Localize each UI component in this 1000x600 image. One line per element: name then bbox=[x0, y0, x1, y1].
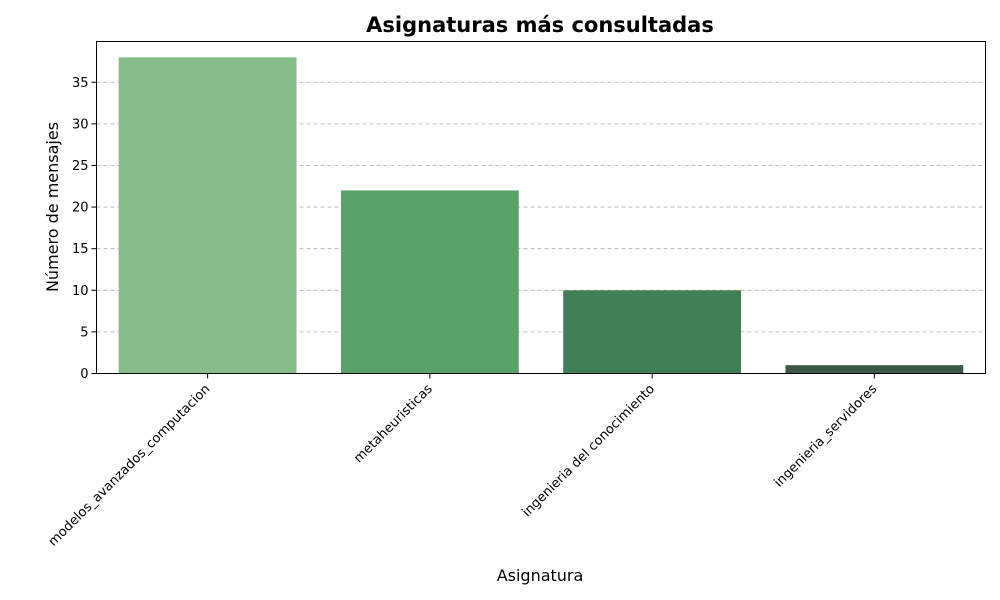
y-tick-label: 15 bbox=[72, 242, 89, 257]
x-tick-label: ingenieria del conocimiento bbox=[520, 382, 658, 520]
bar-modelos-avanzados-computacion bbox=[118, 57, 297, 374]
y-tick-label: 20 bbox=[72, 201, 89, 216]
bars bbox=[118, 57, 964, 374]
chart-title: Asignaturas más consultadas bbox=[366, 13, 714, 37]
y-tick-label: 0 bbox=[80, 367, 88, 382]
y-tick-label: 25 bbox=[72, 159, 89, 174]
y-tick-label: 10 bbox=[72, 284, 89, 299]
y-tick-label: 5 bbox=[80, 325, 88, 340]
bar-metaheuristicas bbox=[340, 190, 519, 374]
y-axis-ticks: 0 5 10 15 20 25 30 35 bbox=[72, 76, 97, 382]
x-tick-label: modelos_avanzados_computacion bbox=[46, 382, 214, 550]
y-tick-label: 30 bbox=[72, 117, 89, 132]
bar-ingenieria-del-conocimiento bbox=[563, 290, 742, 374]
bar-ingenieria-servidores bbox=[785, 365, 964, 374]
x-tick-label: metaheuristicas bbox=[351, 382, 436, 467]
y-axis-label: Número de mensajes bbox=[43, 122, 62, 292]
x-axis-ticks: modelos_avanzados_computacion metaheurist… bbox=[46, 373, 880, 550]
x-axis-label: Asignatura bbox=[497, 566, 584, 585]
y-tick-label: 35 bbox=[72, 76, 89, 91]
x-tick-label: ingenieria_servidores bbox=[771, 382, 880, 491]
